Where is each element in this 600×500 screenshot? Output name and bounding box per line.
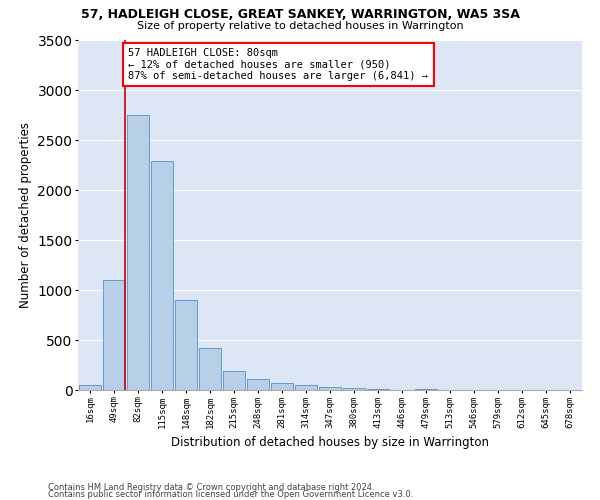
- Bar: [151, 161, 173, 390]
- Text: Contains public sector information licensed under the Open Government Licence v3: Contains public sector information licen…: [48, 490, 413, 499]
- Y-axis label: Number of detached properties: Number of detached properties: [19, 122, 32, 308]
- Bar: [247, 378, 269, 390]
- Bar: [175, 300, 197, 390]
- Bar: [199, 348, 221, 390]
- Text: 57 HADLEIGH CLOSE: 80sqm
← 12% of detached houses are smaller (950)
87% of semi-: 57 HADLEIGH CLOSE: 80sqm ← 12% of detach…: [128, 48, 428, 81]
- Bar: [295, 384, 317, 390]
- Text: 57, HADLEIGH CLOSE, GREAT SANKEY, WARRINGTON, WA5 3SA: 57, HADLEIGH CLOSE, GREAT SANKEY, WARRIN…: [80, 8, 520, 20]
- Bar: [79, 385, 101, 390]
- Bar: [223, 370, 245, 390]
- Bar: [319, 387, 341, 390]
- Bar: [127, 115, 149, 390]
- Bar: [367, 388, 389, 390]
- Bar: [343, 388, 365, 390]
- Text: Contains HM Land Registry data © Crown copyright and database right 2024.: Contains HM Land Registry data © Crown c…: [48, 484, 374, 492]
- Text: Size of property relative to detached houses in Warrington: Size of property relative to detached ho…: [137, 21, 463, 31]
- X-axis label: Distribution of detached houses by size in Warrington: Distribution of detached houses by size …: [171, 436, 489, 449]
- Bar: [103, 280, 125, 390]
- Bar: [271, 382, 293, 390]
- Bar: [415, 389, 437, 390]
